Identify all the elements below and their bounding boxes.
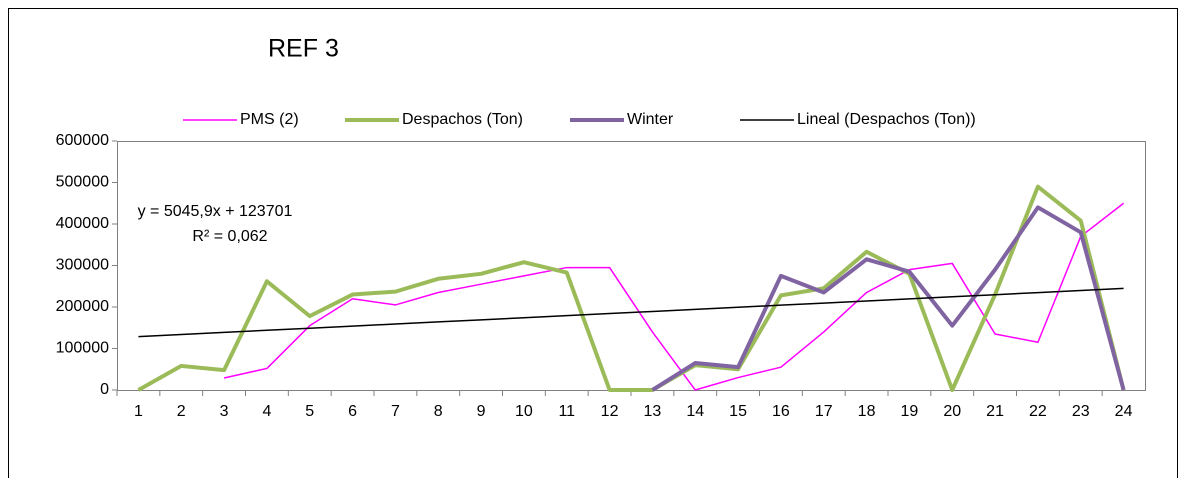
x-tick-label: 22 xyxy=(1029,403,1047,420)
series-line xyxy=(651,205,1126,392)
x-tick-label: 9 xyxy=(477,403,486,420)
x-tick-label: 14 xyxy=(686,403,704,420)
x-tick-label: 23 xyxy=(1072,403,1090,420)
series-line xyxy=(137,184,1126,392)
x-tick-label: 5 xyxy=(305,403,314,420)
x-tick-label: 19 xyxy=(901,403,919,420)
x-tick-label: 6 xyxy=(348,403,357,420)
y-tick-label: 300000 xyxy=(56,257,109,274)
x-tick-label: 10 xyxy=(515,403,533,420)
x-tick-label: 1 xyxy=(134,403,143,420)
x-tick-label: 2 xyxy=(177,403,186,420)
trend-equation: y = 5045,9x + 123701 xyxy=(138,203,293,220)
y-tick-label: 200000 xyxy=(56,298,109,315)
trend-r2: R² = 0,062 xyxy=(192,228,267,245)
series-line xyxy=(138,287,1124,338)
y-tick-label: 0 xyxy=(100,381,109,398)
x-tick-label: 12 xyxy=(601,403,619,420)
x-tick-label: 7 xyxy=(391,403,400,420)
x-tick-label: 21 xyxy=(986,403,1004,420)
legend-label: Winter xyxy=(627,111,674,128)
y-tick-label: 600000 xyxy=(56,132,109,149)
plot-area xyxy=(117,141,1146,391)
y-tick-label: 100000 xyxy=(56,340,109,357)
legend-label: PMS (2) xyxy=(240,111,299,128)
y-tick-label: 400000 xyxy=(56,215,109,232)
x-tick-label: 20 xyxy=(943,403,961,420)
x-tick-label: 11 xyxy=(558,403,575,420)
y-tick-label: 500000 xyxy=(56,174,109,191)
chart-title: REF 3 xyxy=(268,35,339,63)
x-tick-label: 13 xyxy=(644,403,662,420)
x-tick-label: 4 xyxy=(262,403,271,420)
legend-label: Despachos (Ton) xyxy=(402,111,523,128)
x-tick-label: 18 xyxy=(858,403,876,420)
x-tick-label: 17 xyxy=(815,403,833,420)
x-tick-label: 3 xyxy=(220,403,229,420)
x-tick-label: 15 xyxy=(729,403,747,420)
x-tick-label: 24 xyxy=(1115,403,1133,420)
legend-label: Lineal (Despachos (Ton)) xyxy=(797,111,976,128)
x-tick-label: 8 xyxy=(434,403,443,420)
x-tick-label: 16 xyxy=(772,403,790,420)
